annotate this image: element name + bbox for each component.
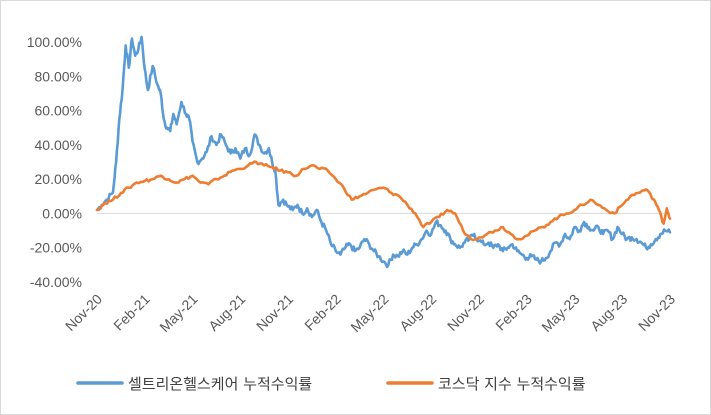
legend-label: 셀트리온헬스케어 누적수익률	[128, 375, 312, 393]
y-tick-label: 40.00%	[35, 137, 82, 153]
x-tick-label: Nov-20	[62, 291, 105, 334]
x-tick-label: Nov-21	[253, 291, 296, 334]
y-tick-label: 20.00%	[35, 171, 82, 187]
x-tick-label: Aug-21	[205, 291, 248, 334]
x-tick-label: Feb-21	[110, 291, 153, 334]
y-tick-label: 60.00%	[35, 103, 82, 119]
x-tick-label: May-21	[156, 291, 200, 335]
y-tick-label: 80.00%	[35, 68, 82, 84]
x-tick-label: Feb-22	[301, 291, 344, 334]
series-line-2	[95, 160, 672, 242]
series-lines	[95, 35, 672, 269]
series-line-1	[95, 35, 672, 269]
x-tick-label: Nov-23	[635, 291, 678, 334]
x-tick-label: Aug-23	[587, 291, 630, 334]
x-tick-label: May-22	[347, 291, 391, 335]
x-tick-label: Aug-22	[396, 291, 439, 334]
x-tick-label: Nov-22	[444, 291, 487, 334]
x-tick-label: Feb-23	[492, 291, 535, 334]
x-tick-label: May-23	[538, 291, 582, 335]
y-tick-label: -40.00%	[30, 274, 82, 290]
y-axis-tick-labels: 100.00% 80.00% 60.00% 40.00% 20.00% 0.00% -20.…	[27, 34, 82, 290]
y-tick-label: -20.00%	[30, 240, 82, 256]
legend: 셀트리온헬스케어 누적수익률 코스닥 지수 누적수익률	[76, 375, 586, 393]
legend-label: 코스닥 지수 누적수익률	[438, 375, 586, 393]
y-tick-label: 0.00%	[42, 205, 82, 221]
y-tick-label: 100.00%	[27, 34, 82, 50]
x-axis-tick-labels: Nov-20 Feb-21 May-21 Aug-21 Nov-21 Feb-22 May-…	[62, 291, 678, 335]
